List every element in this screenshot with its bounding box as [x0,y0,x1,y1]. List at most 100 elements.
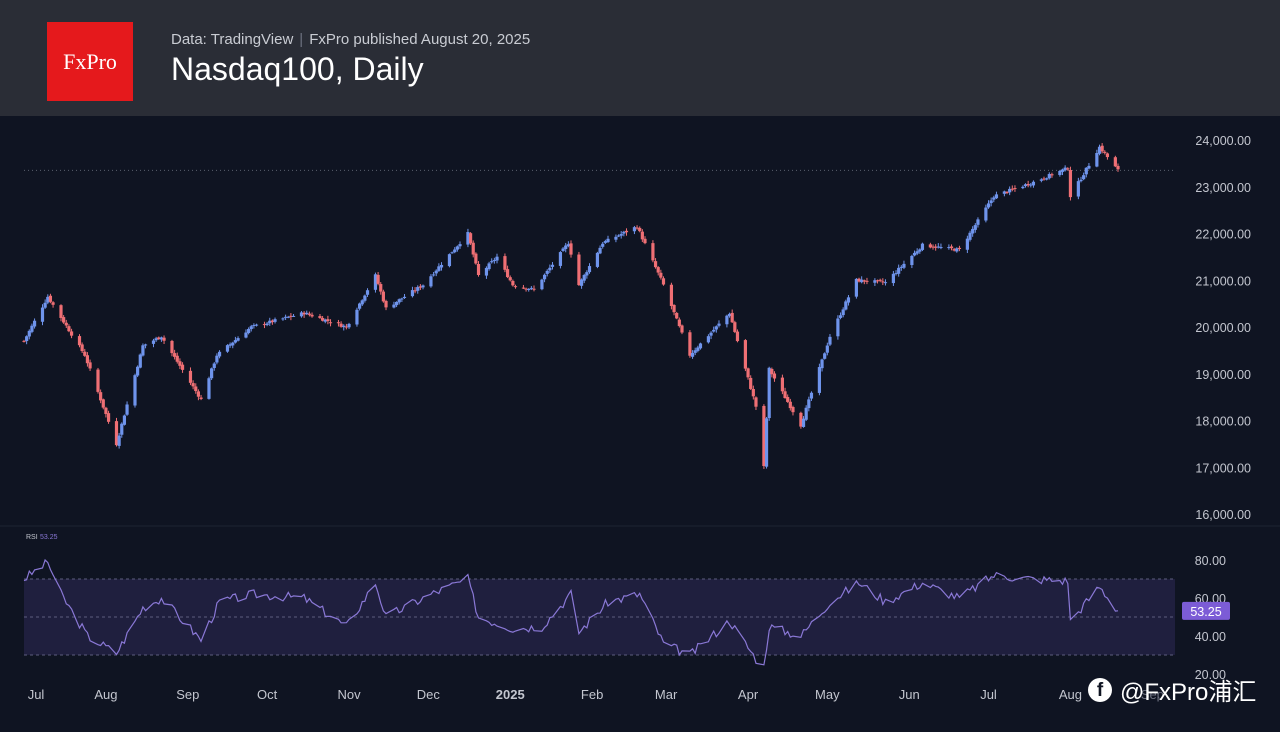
candle-body [807,399,811,409]
candle [328,319,333,327]
candle [384,299,388,311]
candle-body [527,288,531,290]
candle-body [1087,165,1091,169]
candle [807,396,811,412]
data-source-line: Data: TradingView | FxPro published August… [171,31,530,48]
candle-body [418,286,422,288]
candle-body [59,305,63,318]
candle-body [696,347,700,351]
candle-body [505,269,510,278]
candle-body [225,345,230,352]
separator: | [299,31,304,48]
candle-body [677,319,681,327]
candle [455,245,459,252]
candle [199,394,203,401]
rsi-panel: RSI 53.25 [23,534,1175,666]
candle-body [1002,191,1006,194]
candle [141,343,145,357]
candle [289,313,293,321]
rsi-tick-label: 20.00 [1195,668,1226,682]
candle [321,315,325,322]
candle-body [487,263,491,270]
candle-body [788,401,792,409]
price-tick-label: 16,000.00 [1195,508,1251,522]
candle [521,284,526,289]
candle [603,239,607,244]
candle-body [846,297,851,303]
candle-body [1100,145,1104,152]
candle-body [247,329,251,334]
candle [188,367,193,386]
candle [706,334,711,344]
candle-body [616,235,621,237]
candle-body [453,249,457,253]
candle [1097,144,1102,156]
candle-body [228,344,232,346]
candle [1103,150,1107,155]
candle [450,251,454,254]
candle [88,359,92,371]
candle [688,330,692,358]
candle-body [1039,179,1043,181]
candle-body [490,261,494,263]
candle-body [973,225,977,230]
candle [973,223,977,233]
candle-body [194,386,198,392]
candle-body [585,272,589,276]
candle-body [656,267,660,273]
candle [762,404,766,469]
candle [136,365,140,378]
candle [672,304,676,316]
candle-body [99,392,103,401]
candle [101,398,105,410]
candle-body [735,331,740,342]
candle-body [104,407,108,414]
candle [809,391,814,401]
candle-body [791,407,795,413]
candle [992,195,996,203]
candle-body [138,354,142,368]
candle-body [85,355,90,364]
candle-body [706,336,711,343]
candle-body [215,355,219,363]
rsi-line [23,558,1119,666]
candle [1060,168,1065,176]
candle [1105,152,1110,160]
candle [606,235,610,243]
candle-body [820,359,824,369]
candle [920,242,925,252]
candle [122,414,127,426]
candle-body [117,435,121,446]
candle-body [709,332,713,336]
candle-body [1047,174,1051,179]
candle [492,257,496,264]
candle-body [764,418,769,467]
rsi-value-badge [1182,601,1230,620]
price-chart: 16,000.00 17,000.00 18,000.00 19,000.00 20,0… [0,116,1280,732]
candle-body [508,277,512,281]
candle-body [101,399,105,408]
candle [339,321,343,328]
candle-body [162,337,166,341]
candle [1058,169,1062,177]
candle [569,240,573,258]
candle-body [598,247,602,254]
candle-body [910,255,914,266]
candle-body [976,219,980,225]
candle [862,279,866,285]
candle [1045,177,1049,181]
candle [619,231,623,239]
candle [43,299,47,309]
candle-body [804,407,808,420]
candle-body [323,319,327,322]
candle [735,329,740,343]
candle-body [603,241,607,243]
candle [825,342,829,356]
candle-body [321,317,325,321]
candle [437,263,441,272]
candle [151,338,156,348]
candle [899,265,903,271]
candle [587,263,592,274]
candle [117,432,121,449]
candle-body [80,344,84,352]
